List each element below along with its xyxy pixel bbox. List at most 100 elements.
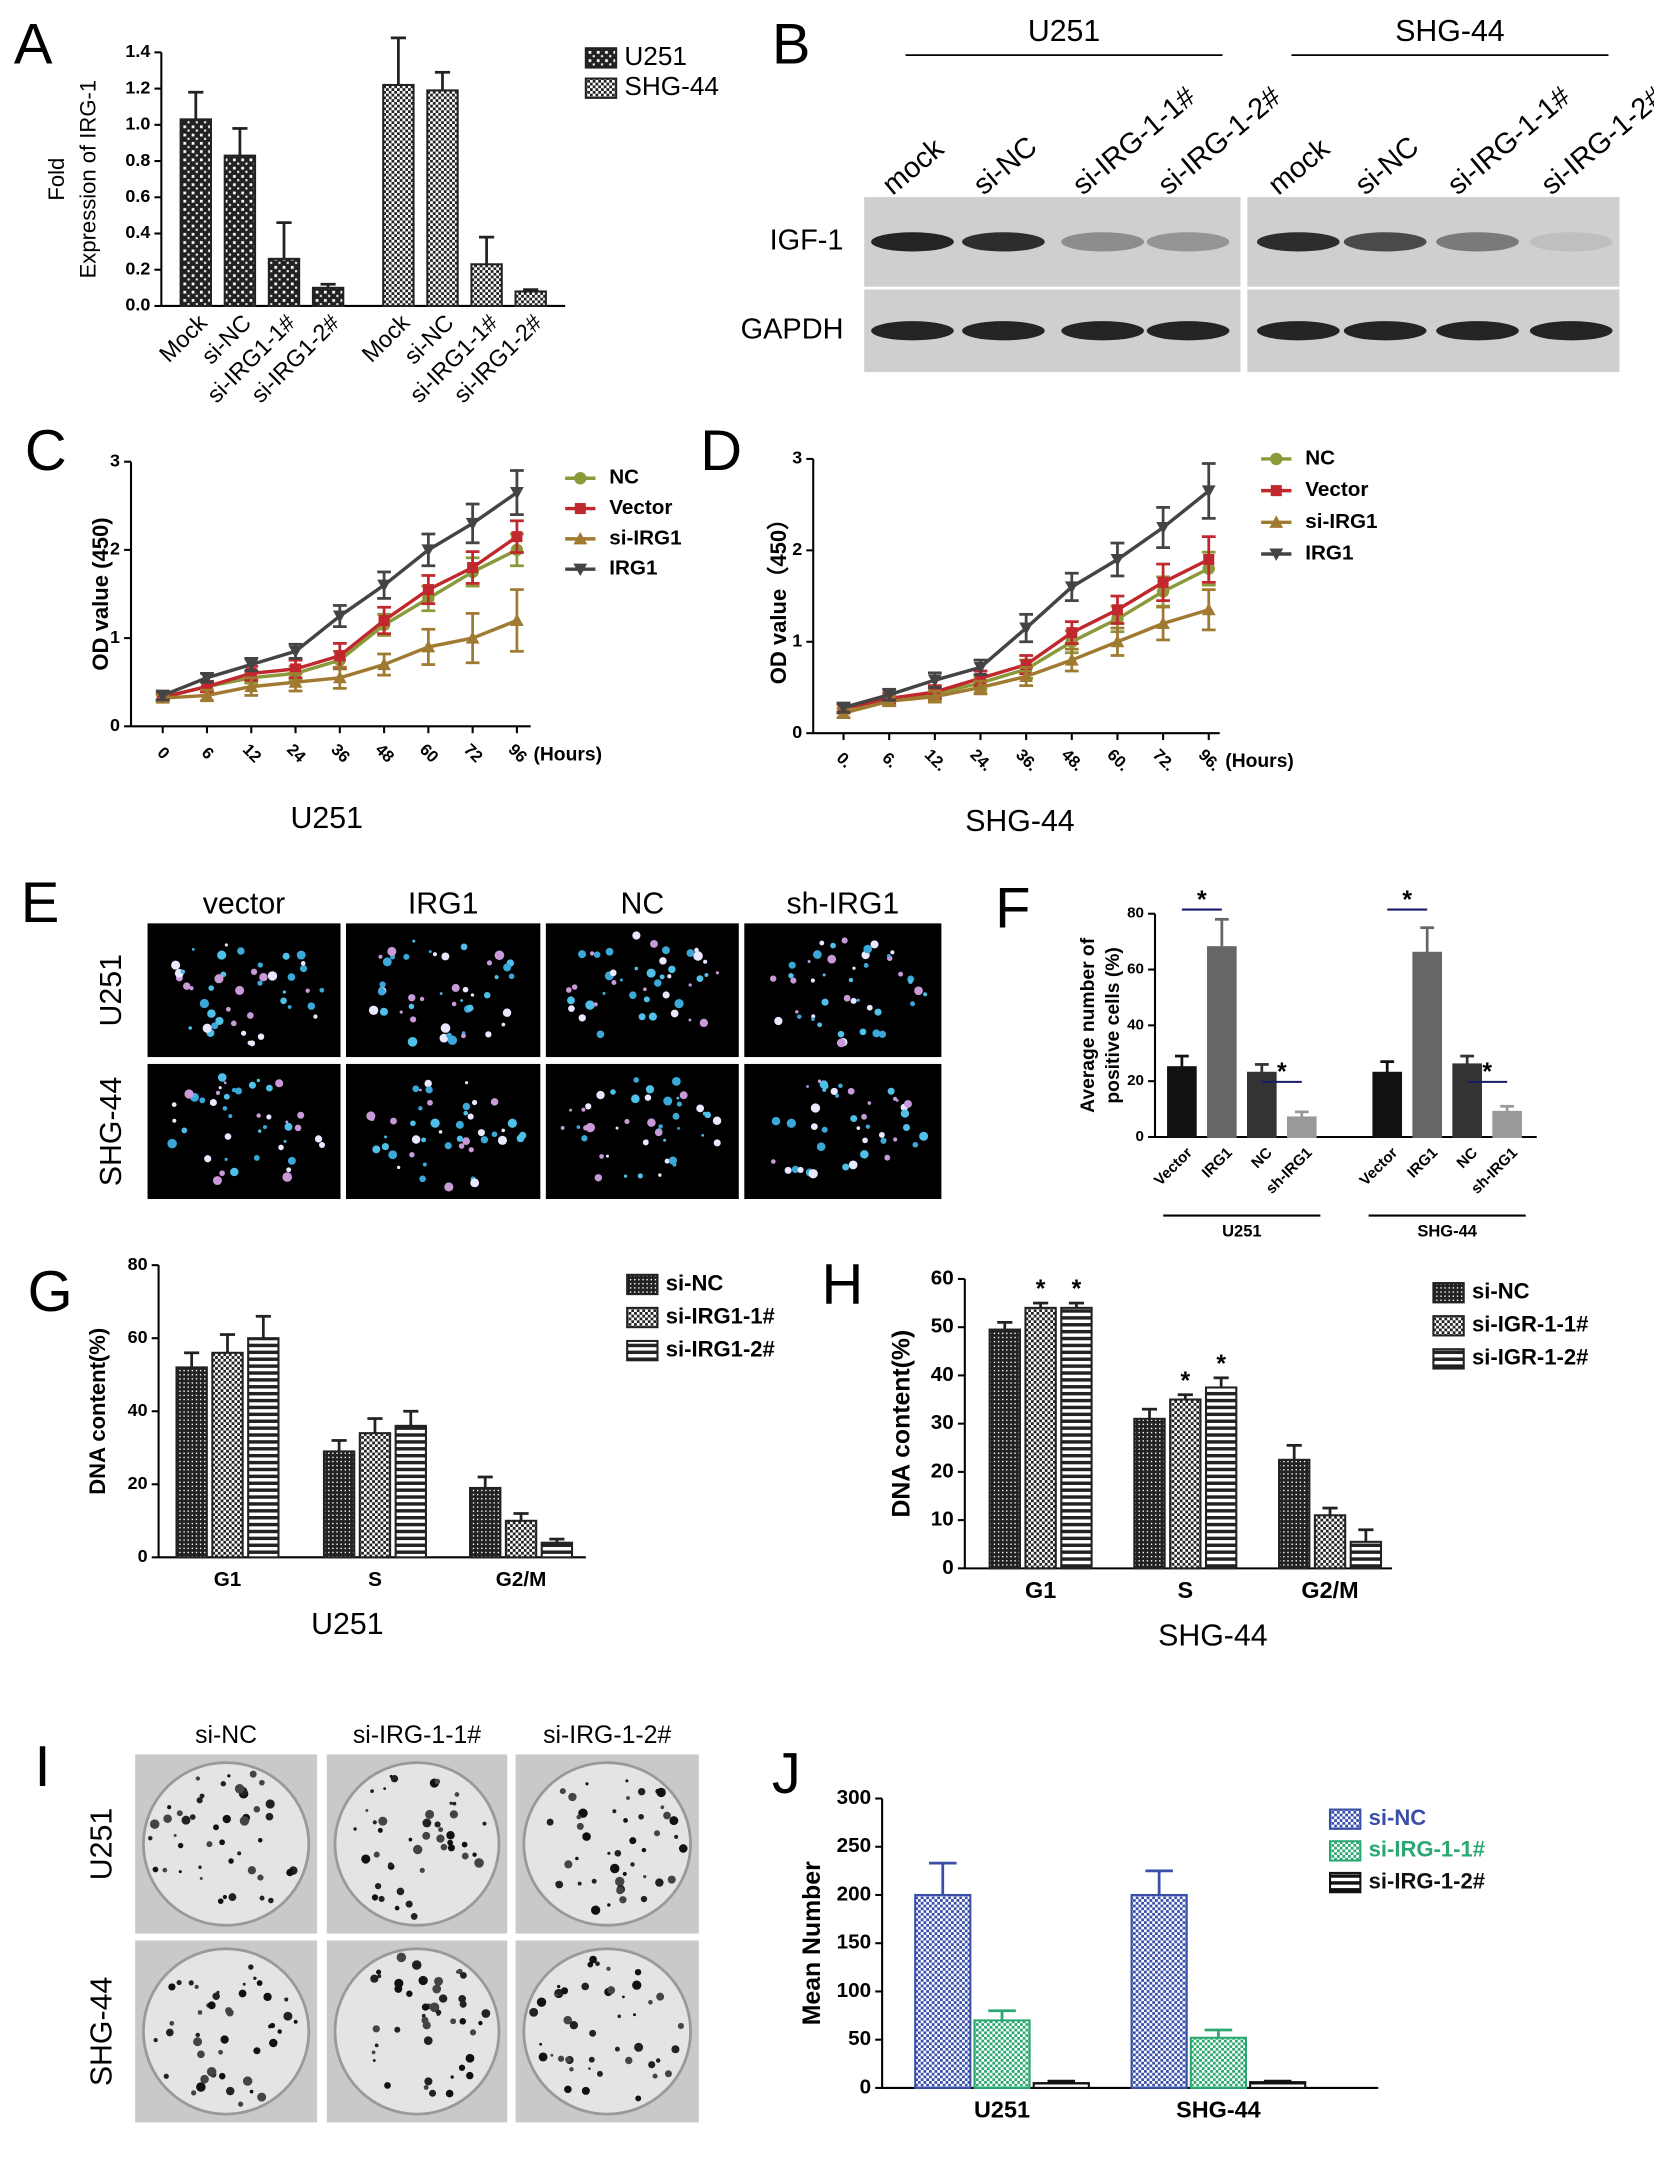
annotation: * — [1036, 1276, 1046, 1303]
x-tick-label: 60 — [416, 740, 442, 766]
legend-swatch — [1432, 1348, 1465, 1370]
speck — [407, 1037, 418, 1047]
speck — [908, 979, 913, 984]
speck — [582, 1832, 591, 1841]
speck — [791, 1165, 800, 1174]
band — [962, 321, 1045, 341]
speck — [191, 947, 195, 951]
band — [1529, 232, 1613, 252]
marker — [1020, 659, 1032, 671]
marker — [927, 689, 942, 703]
speck — [607, 1903, 611, 1907]
speck — [410, 1120, 416, 1127]
speck — [581, 1982, 590, 1991]
speck — [676, 1101, 682, 1107]
speck — [432, 952, 437, 957]
speck — [471, 1099, 478, 1106]
speck — [384, 2082, 391, 2089]
speck — [176, 1979, 182, 1986]
panel-letter: C — [25, 419, 67, 483]
speck — [893, 1137, 898, 1142]
speck — [283, 1139, 287, 1143]
legend-swatch — [626, 1339, 659, 1362]
speck — [634, 1968, 642, 1976]
speck — [565, 2056, 571, 2063]
speck — [378, 954, 383, 959]
speck — [280, 997, 287, 1005]
speck — [374, 2043, 379, 2048]
y-tick-label: 0.4 — [125, 222, 150, 242]
legend-label: si-IRG1 — [609, 526, 681, 549]
speck — [567, 996, 575, 1005]
x-tick-label: Vector — [1151, 1144, 1196, 1189]
panel-letter: B — [772, 13, 811, 77]
y-tick-label: 2 — [792, 539, 802, 559]
speck — [228, 1114, 233, 1119]
speck — [863, 944, 873, 954]
legend-swatch — [584, 47, 618, 69]
speck — [835, 1093, 840, 1098]
speck — [184, 1089, 194, 1099]
speck — [191, 2090, 197, 2096]
speck — [624, 1118, 630, 1125]
speck — [678, 1844, 688, 1853]
speck — [458, 1995, 466, 2003]
speck — [623, 1174, 628, 1178]
bar — [1204, 1386, 1238, 1570]
speck — [810, 978, 815, 983]
speck — [379, 981, 386, 988]
speck — [797, 1166, 804, 1174]
y-tick-label: 0 — [792, 722, 802, 742]
speck — [409, 1152, 415, 1158]
marker — [1156, 521, 1170, 535]
speck — [253, 2047, 261, 2055]
speck — [436, 1834, 445, 1843]
bar — [426, 89, 459, 307]
speck — [645, 1085, 655, 1094]
legend-label: si-IRG1-2# — [666, 1336, 775, 1361]
speck — [647, 1118, 656, 1127]
speck — [867, 1101, 872, 1105]
speck — [458, 2064, 466, 2071]
speck — [661, 946, 670, 955]
speck — [578, 1014, 586, 1022]
speck — [693, 951, 703, 961]
speck — [217, 1073, 227, 1082]
plate — [522, 1761, 692, 1927]
speck — [677, 1126, 680, 1130]
legend-label: si-NC — [1369, 1805, 1427, 1830]
speck — [228, 1893, 237, 1902]
panel-letter: I — [35, 1735, 51, 1799]
marker — [1203, 553, 1215, 566]
speck — [460, 943, 468, 951]
speck — [696, 975, 704, 983]
speck — [188, 1980, 194, 1986]
speck — [388, 1150, 398, 1160]
speck — [434, 1976, 444, 1986]
speck — [390, 1117, 397, 1125]
legend-label: si-IRG-1-2# — [1369, 1868, 1485, 1893]
speck — [596, 1090, 605, 1100]
y-tick-label: 0 — [860, 2075, 871, 2098]
speck — [575, 1856, 579, 1861]
marker — [573, 563, 588, 577]
speck — [837, 1030, 845, 1038]
marker — [245, 667, 257, 679]
speck — [878, 1131, 885, 1138]
speck — [267, 971, 278, 981]
speck — [461, 1852, 469, 1860]
y-tick-label: 1.4 — [125, 41, 150, 61]
speck — [539, 2042, 543, 2046]
speck — [373, 1851, 380, 1858]
speck — [215, 1090, 221, 1095]
plate — [333, 1761, 501, 1927]
speck — [842, 1163, 850, 1171]
band — [1061, 321, 1144, 341]
speck — [167, 1138, 177, 1149]
column-label: sh-IRG1 — [786, 887, 899, 920]
speck — [625, 1779, 629, 1783]
speck — [250, 968, 258, 975]
marker — [574, 503, 586, 515]
x-tick-label: 60. — [1103, 745, 1133, 775]
speck — [643, 987, 647, 992]
